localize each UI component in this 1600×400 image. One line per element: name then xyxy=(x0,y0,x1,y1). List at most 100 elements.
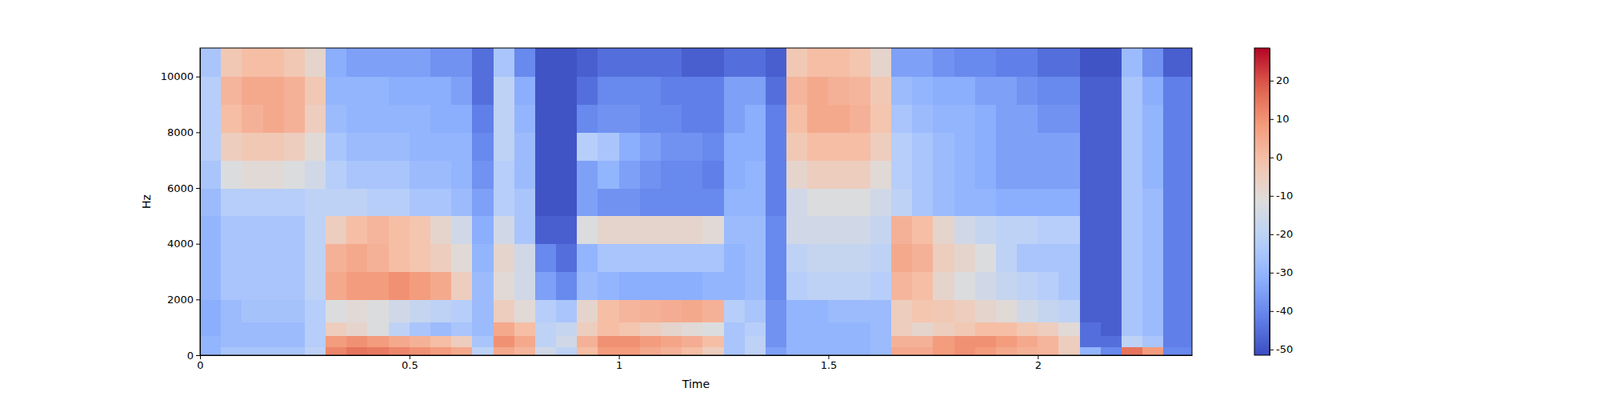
cell xyxy=(996,160,1018,188)
cell xyxy=(702,216,724,244)
cell xyxy=(241,347,264,356)
cell xyxy=(241,188,264,216)
tick-mark xyxy=(1269,272,1274,274)
cell xyxy=(640,244,662,272)
cell xyxy=(681,160,704,188)
cell xyxy=(640,321,662,336)
plot-frame xyxy=(200,48,1192,356)
cell xyxy=(200,132,222,160)
cell xyxy=(556,188,578,216)
cell xyxy=(849,104,872,133)
cell xyxy=(263,347,285,356)
cell xyxy=(1142,299,1164,322)
cell xyxy=(284,76,306,105)
cell xyxy=(744,321,767,336)
cell xyxy=(472,321,494,336)
cell xyxy=(304,336,327,348)
cell xyxy=(870,48,892,77)
cell xyxy=(472,272,494,300)
cell xyxy=(786,76,808,105)
cell xyxy=(284,216,306,244)
cell xyxy=(807,104,829,133)
cell xyxy=(828,48,850,77)
cell xyxy=(765,244,788,272)
cell xyxy=(451,299,473,322)
cell xyxy=(220,272,243,300)
cell xyxy=(765,188,788,216)
cell xyxy=(430,132,452,160)
cell xyxy=(681,104,704,133)
cell xyxy=(200,272,222,300)
cell xyxy=(1163,299,1192,322)
cell xyxy=(640,188,662,216)
cell xyxy=(388,299,411,322)
cell xyxy=(954,336,976,348)
cell xyxy=(493,336,516,348)
cell xyxy=(1080,244,1102,272)
cell xyxy=(284,347,306,356)
tick: 0 xyxy=(1269,151,1283,164)
cell xyxy=(1037,104,1060,133)
cell xyxy=(472,104,494,133)
cell xyxy=(1080,132,1102,160)
cell xyxy=(241,76,264,105)
tick-label: -50 xyxy=(1276,343,1293,356)
cell xyxy=(388,321,411,336)
cell xyxy=(597,244,620,272)
cell xyxy=(514,272,536,300)
cell xyxy=(975,132,997,160)
cell xyxy=(954,299,976,322)
cell xyxy=(597,272,620,300)
cell xyxy=(640,336,662,348)
cell xyxy=(597,347,620,356)
cell xyxy=(430,160,452,188)
cell xyxy=(430,299,452,322)
cell xyxy=(325,104,348,133)
cell xyxy=(576,104,599,133)
cell xyxy=(430,244,452,272)
cell xyxy=(1058,188,1080,216)
cell xyxy=(220,76,243,105)
cell xyxy=(409,104,432,133)
cell xyxy=(786,336,808,348)
tick: 2000 xyxy=(167,293,200,306)
cell xyxy=(451,132,473,160)
cell xyxy=(849,347,872,356)
cell xyxy=(514,48,536,77)
cell xyxy=(849,272,872,300)
cell xyxy=(807,272,829,300)
cell xyxy=(1037,132,1060,160)
cell xyxy=(786,244,808,272)
cell xyxy=(954,347,976,356)
cell xyxy=(514,160,536,188)
cell xyxy=(1100,188,1123,216)
cell xyxy=(409,321,432,336)
cell xyxy=(1016,321,1039,336)
cell xyxy=(597,299,620,322)
cell xyxy=(367,299,389,322)
cell xyxy=(346,104,368,133)
cell xyxy=(1100,76,1123,105)
cell xyxy=(912,347,934,356)
cell xyxy=(409,216,432,244)
cell xyxy=(388,336,411,348)
cell xyxy=(870,272,892,300)
tick-label: 2 xyxy=(1035,359,1042,372)
cell xyxy=(975,299,997,322)
cell xyxy=(828,244,850,272)
axis-line xyxy=(1269,48,1271,356)
cell xyxy=(660,132,683,160)
cell xyxy=(891,336,913,348)
tick-mark xyxy=(1269,349,1274,351)
x-axis-title: Time xyxy=(681,377,710,391)
cell xyxy=(891,272,913,300)
tick: 10000 xyxy=(160,70,200,83)
cell xyxy=(912,321,934,336)
cell xyxy=(284,132,306,160)
tick: 2 xyxy=(1035,355,1042,372)
cell xyxy=(430,76,452,105)
cell xyxy=(1080,76,1102,105)
cell xyxy=(828,272,850,300)
cell xyxy=(472,336,494,348)
cell xyxy=(975,76,997,105)
